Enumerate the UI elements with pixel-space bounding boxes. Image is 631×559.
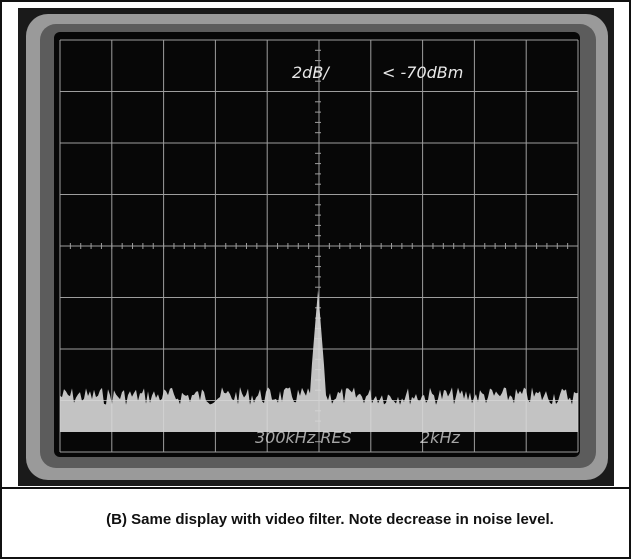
span-readout: 2kHz	[420, 428, 460, 447]
graticule	[59, 39, 579, 453]
scale-readout: 2dB/	[292, 63, 330, 82]
caption: (B) Same display with video filter. Note…	[106, 511, 554, 528]
resolution-readout: 300kHz RES	[255, 428, 352, 447]
noise-trace	[60, 290, 578, 432]
screen	[54, 32, 580, 457]
reference-readout: < -70dBm	[382, 63, 463, 82]
